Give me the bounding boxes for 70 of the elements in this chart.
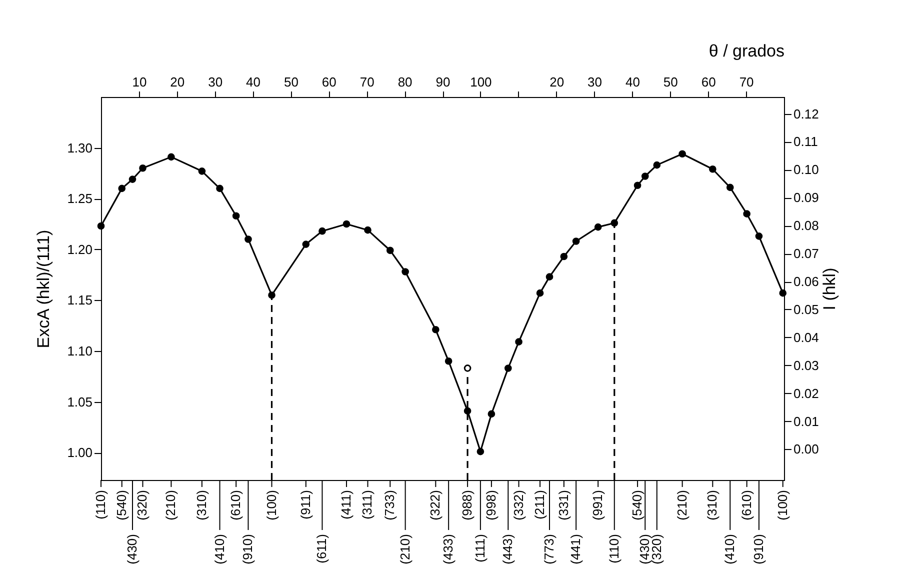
annotation: (430) — [124, 534, 140, 564]
annotation: (110) — [93, 490, 108, 520]
annotation: (911) — [298, 490, 313, 520]
annotation: (443) — [500, 534, 516, 564]
annotation: (100) — [774, 490, 790, 520]
x-tick-label: 30 — [208, 74, 223, 90]
annotation: (310) — [704, 490, 720, 520]
y2-tick-label: 0.07 — [794, 246, 819, 262]
y2-tick-label: 0.09 — [794, 190, 819, 206]
annotation: (311) — [360, 490, 375, 520]
annotation: (610) — [738, 490, 754, 520]
y2-tick-label: 0.05 — [794, 302, 819, 317]
annotation: (441) — [568, 534, 584, 564]
annotation: (991) — [590, 490, 606, 520]
annotation: (430) — [637, 534, 652, 564]
annotation: (331) — [556, 490, 571, 520]
y2-tick-label: 0.12 — [794, 106, 819, 122]
y-axis-title: ExcA (hkl)/(111) — [34, 230, 54, 348]
y2-tick-label: 0.03 — [794, 358, 819, 373]
y2-tick-label: 0.04 — [794, 330, 819, 345]
annotation: (110) — [606, 534, 622, 564]
x-tick-label: 40 — [246, 74, 261, 90]
x-tick-label: 70 — [360, 74, 374, 90]
y2-tick-label: 0.10 — [794, 162, 819, 178]
annotation: (100) — [264, 490, 279, 520]
y-tick-label: 1.05 — [67, 394, 92, 410]
annotation: (210) — [397, 534, 412, 564]
y2-tick-label: 0.02 — [794, 386, 819, 401]
annotation: (411) — [338, 490, 354, 520]
annotation: (210) — [163, 490, 178, 520]
x-tick-label: 80 — [398, 74, 412, 90]
y-tick-label: 1.30 — [67, 140, 92, 156]
annotation: (733) — [382, 490, 398, 520]
y2-axis-title: I (hkl) — [820, 268, 839, 310]
y2-tick-label: 0.11 — [794, 134, 818, 150]
annotation: (910) — [750, 534, 766, 564]
annotation: (988) — [460, 490, 475, 520]
annotation: (322) — [428, 490, 443, 520]
x-tick-label: 90 — [436, 74, 450, 90]
y-tick-label: 1.15 — [67, 292, 92, 308]
annotation: (210) — [674, 490, 690, 520]
annotation: (610) — [228, 490, 244, 520]
annotation: (433) — [440, 534, 456, 564]
y2-tick-label: 0.08 — [794, 218, 819, 234]
annotation: (998) — [483, 490, 498, 520]
annotation: (410) — [212, 534, 227, 564]
x-axis-title: θ / grados — [708, 42, 784, 60]
x-tick-label: 50 — [284, 74, 298, 90]
y2-tick-label: 0.01 — [794, 414, 819, 429]
annotation: (320) — [134, 490, 150, 520]
annotation: (111) — [472, 534, 488, 562]
y2-tick-label: 0.06 — [794, 274, 819, 290]
annotation: (910) — [240, 534, 256, 564]
y2-tick-label: 0.00 — [794, 442, 819, 457]
x-tick-label: 20 — [170, 74, 185, 90]
annotation: (540) — [114, 490, 129, 520]
annotation: (211) — [532, 490, 548, 520]
y-tick-label: 1.10 — [67, 343, 92, 358]
annotation: (611) — [314, 534, 330, 564]
y-tick-label: 1.00 — [67, 445, 92, 460]
x-tick-label: 100 — [470, 74, 492, 90]
annotation: (410) — [722, 534, 738, 564]
annotation: (540) — [630, 490, 645, 520]
x-tick-label: 10 — [132, 74, 147, 90]
annotation: (310) — [194, 490, 209, 520]
x-tick-label: 60 — [322, 74, 336, 90]
y-tick-label: 1.25 — [67, 191, 92, 206]
annotation: (332) — [510, 490, 526, 520]
annotation: (773) — [542, 534, 557, 564]
y-tick-label: 1.20 — [67, 242, 92, 257]
